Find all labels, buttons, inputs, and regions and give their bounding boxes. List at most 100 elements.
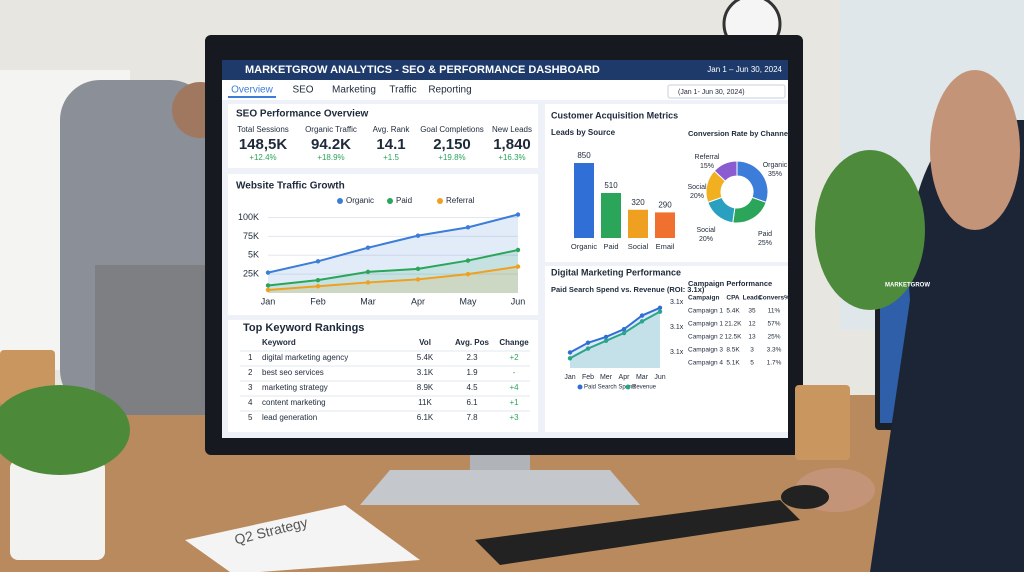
- cell: +1: [509, 398, 519, 407]
- y-tick-label: 75K: [243, 231, 259, 241]
- point: [465, 271, 471, 277]
- cell: 4: [248, 398, 253, 407]
- tab[interactable]: Reporting: [428, 85, 471, 96]
- x-tick-label: Apr: [411, 296, 425, 306]
- x-tick-label: Social: [628, 242, 649, 251]
- y-tick-label: 100K: [238, 212, 259, 222]
- point: [415, 266, 421, 272]
- line: [569, 306, 661, 354]
- tab[interactable]: Traffic: [389, 85, 416, 96]
- cell: -: [513, 368, 516, 377]
- cell: 3.3%: [767, 347, 782, 354]
- column-header: Change: [499, 338, 529, 347]
- point: [315, 277, 321, 283]
- slice-value: 35%: [768, 171, 782, 178]
- cell: Campaign 3: [688, 347, 723, 354]
- point: [567, 350, 573, 355]
- keyboard: [475, 500, 800, 565]
- kpi-value: 1,840: [493, 136, 531, 153]
- laptop-brand: MARKETGROW: [885, 283, 930, 289]
- data-label: 850: [577, 151, 591, 160]
- point: [621, 330, 627, 336]
- cell: 3.1K: [417, 368, 434, 377]
- cell: Campaign 1: [688, 321, 723, 328]
- cell: +3: [509, 413, 519, 422]
- cell: 8.5K: [726, 347, 740, 354]
- kpi-label: Total Sessions: [237, 125, 289, 134]
- area: [268, 249, 518, 293]
- kpi-change: +12.4%: [249, 153, 276, 162]
- cell: 8.9K: [417, 383, 434, 392]
- cell: 2.3: [466, 353, 478, 362]
- kpi-value: 148,5K: [239, 136, 288, 153]
- tab[interactable]: Marketing: [332, 85, 376, 96]
- point: [265, 283, 271, 288]
- kpi-label: New Leads: [492, 125, 532, 134]
- x-tick-label: Jun: [654, 374, 665, 381]
- point: [415, 277, 421, 282]
- x-tick-label: Paid: [603, 242, 618, 251]
- x-tick-label: Jan: [261, 296, 276, 306]
- chart-title: Conversion Rate by Channel: [688, 129, 790, 138]
- point: [265, 270, 271, 275]
- cell: 1: [248, 353, 253, 362]
- cell: +2: [509, 353, 519, 362]
- data-label: 510: [604, 181, 618, 190]
- column-header: Keyword: [262, 338, 296, 347]
- cell: 11%: [768, 308, 781, 315]
- line: [267, 213, 519, 274]
- cell: 3: [750, 347, 754, 354]
- cell: 3: [248, 383, 253, 392]
- legend-label: Paid Search Spend: [584, 385, 636, 391]
- point: [603, 338, 609, 343]
- column-header: Convers%: [758, 295, 790, 302]
- chart-title: Paid Search Spend vs. Revenue (ROI: 3.1x…: [551, 285, 705, 294]
- point: [465, 225, 471, 230]
- point: [315, 284, 321, 289]
- x-tick-label: May: [459, 296, 477, 306]
- tab[interactable]: SEO: [292, 85, 313, 96]
- point: [265, 287, 271, 293]
- x-tick-label: Apr: [619, 374, 631, 381]
- panel-title: Digital Marketing Performance: [551, 267, 681, 277]
- header-bar: [222, 60, 788, 80]
- cell: Campaign 2: [688, 334, 723, 341]
- panel: [228, 320, 538, 432]
- x-tick-label: Feb: [582, 374, 594, 381]
- point: [365, 280, 371, 285]
- person-front-head: [930, 70, 1020, 230]
- cell: Campaign 1: [688, 308, 723, 315]
- cell: 5.4K: [417, 353, 434, 362]
- kpi-change: +18.9%: [317, 153, 344, 162]
- kpi-change: +1.5: [383, 153, 399, 162]
- cell: lead generation: [262, 413, 317, 422]
- slice-value: 25%: [758, 240, 772, 247]
- point: [585, 340, 591, 345]
- column-header: CPA: [726, 295, 740, 302]
- legend-label: Organic: [346, 196, 374, 205]
- cell: 21.2K: [725, 321, 743, 328]
- donut-slice: [713, 160, 738, 182]
- cell: 13: [748, 334, 756, 341]
- panel-title: Customer Acquisition Metrics: [551, 110, 678, 120]
- slice-label: Paid: [758, 231, 772, 238]
- cell: 35: [748, 308, 756, 315]
- slice-label: Organic: [763, 162, 788, 169]
- legend-marker: [577, 384, 583, 390]
- back-laptop: [95, 265, 215, 415]
- chart-title: Campaign Performance: [688, 279, 772, 288]
- legend-label: Revenue: [632, 385, 657, 391]
- chart-title: Leads by Source: [551, 128, 616, 137]
- cell: 5.4K: [726, 308, 740, 315]
- date-picker[interactable]: [667, 84, 786, 99]
- cell: 1.9: [466, 368, 478, 377]
- legend-marker: [387, 198, 393, 204]
- point: [315, 259, 321, 264]
- cell: 5.1K: [726, 360, 740, 367]
- cell: digital marketing agency: [262, 353, 348, 362]
- tab[interactable]: Overview: [231, 85, 273, 96]
- line: [267, 249, 519, 287]
